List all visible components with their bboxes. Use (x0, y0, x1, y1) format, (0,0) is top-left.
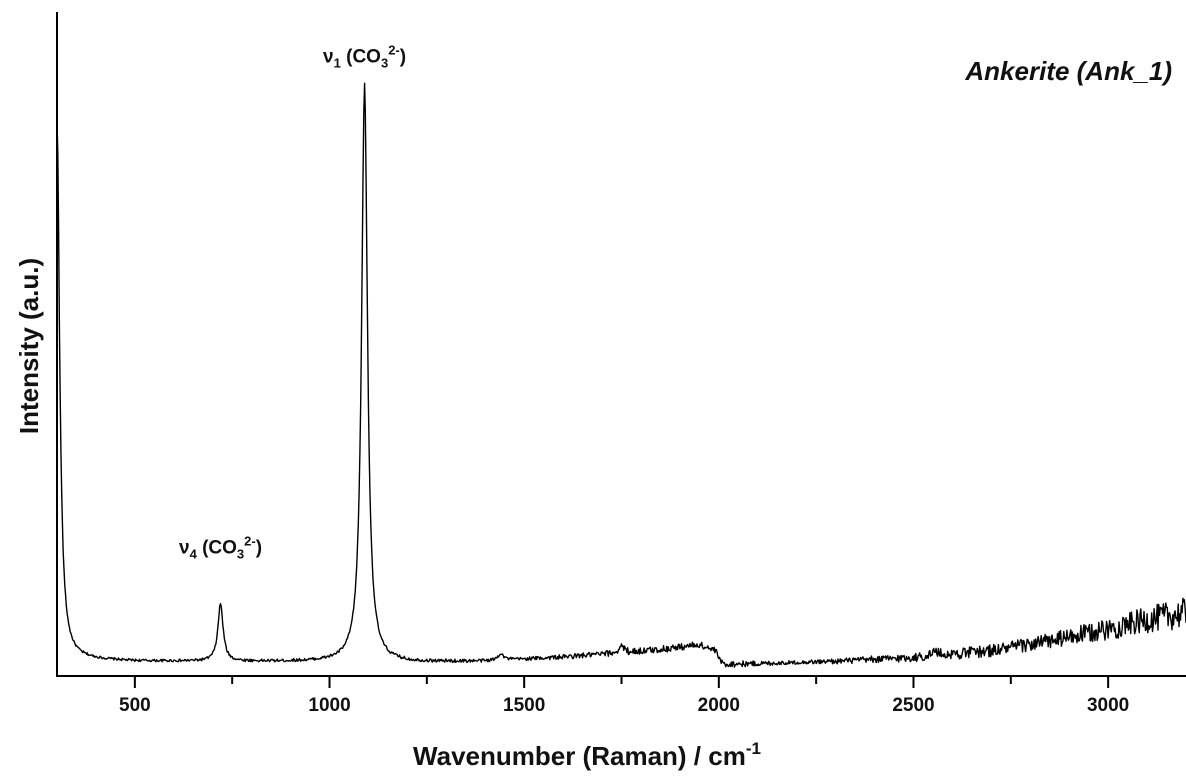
spectrum-line (56, 82, 1186, 668)
x-tick-label-1000: 1000 (308, 695, 350, 716)
x-axis-title: Wavenumber (Raman) / cm-1 (413, 739, 761, 771)
x-ticks (133, 676, 1110, 688)
peak-label-v1: ν1 (CO32-) (323, 43, 406, 71)
y-axis-title: Intensity (a.u.) (14, 258, 44, 434)
sample-title: Ankerite (Ank_1) (964, 56, 1172, 86)
x-tick-label-2000: 2000 (698, 695, 740, 716)
axes (56, 12, 1186, 677)
x-tick-label-3000: 3000 (1087, 695, 1129, 716)
x-axis-title-superscript: -1 (746, 739, 761, 758)
peak-annotations: ν1 (CO32-) ν4 (CO32-) (179, 43, 406, 562)
x-tick-labels: 500 1000 1500 2000 2500 3000 (119, 695, 1129, 716)
peak-label-v4: ν4 (CO32-) (179, 533, 262, 561)
x-tick-label-1500: 1500 (503, 695, 545, 716)
x-tick-label-500: 500 (119, 695, 151, 716)
x-axis-title-text: Wavenumber (Raman) / cm (413, 741, 746, 771)
x-tick-label-2500: 2500 (892, 695, 934, 716)
